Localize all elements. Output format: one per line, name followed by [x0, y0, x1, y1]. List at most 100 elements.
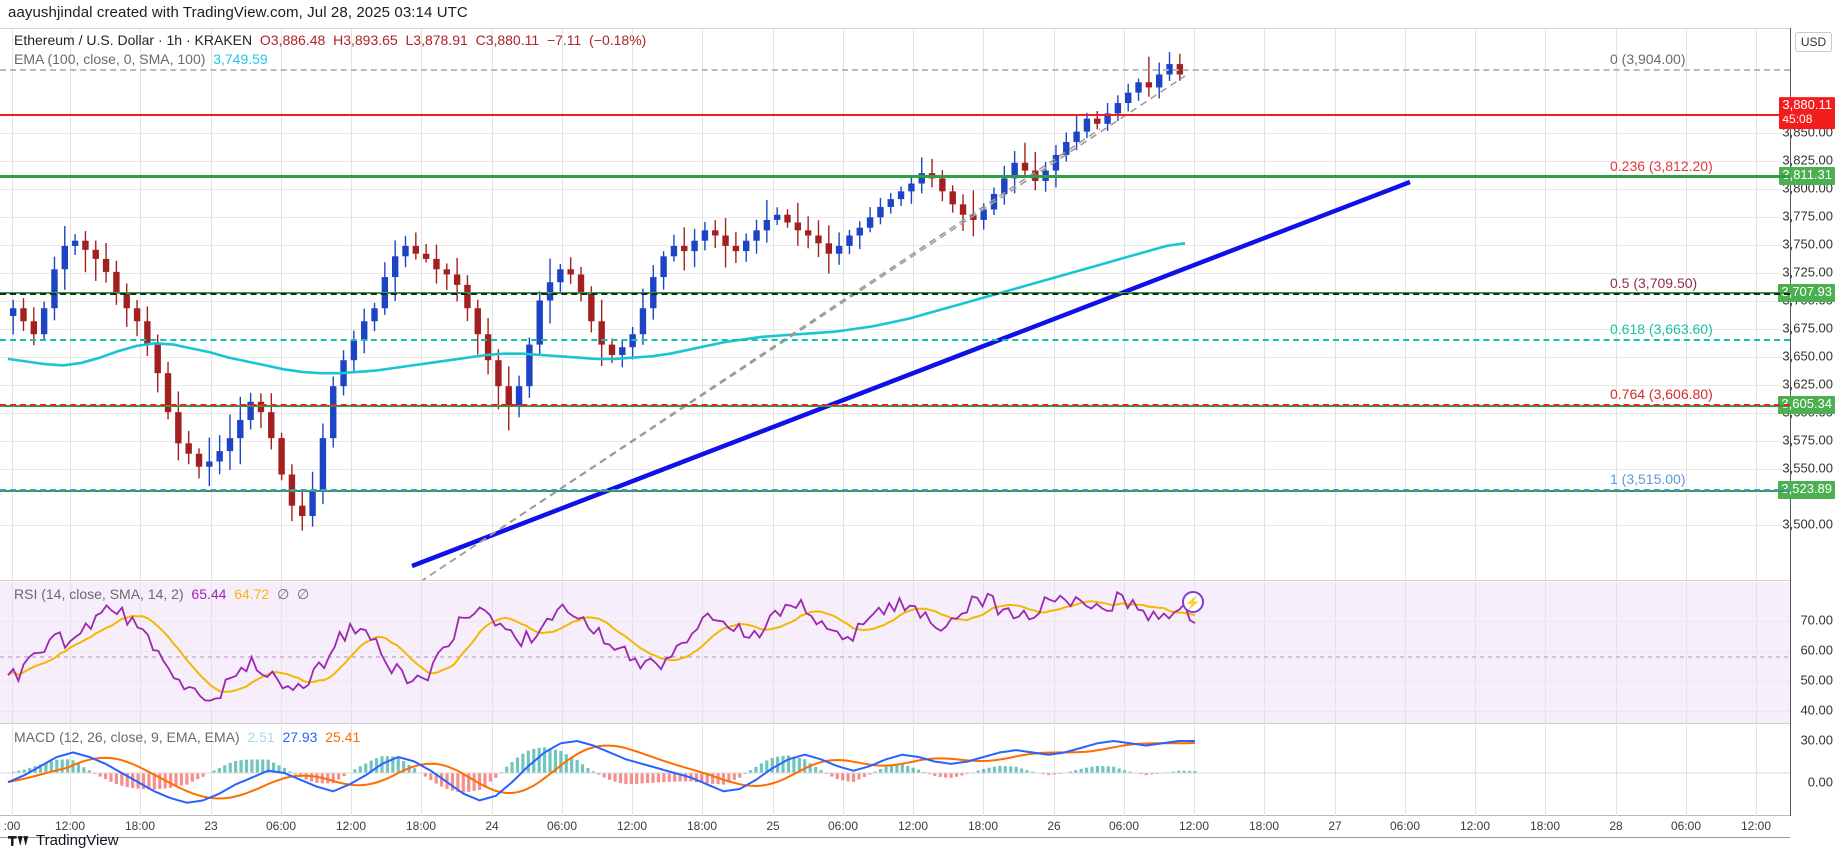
macd-line: [7, 739, 1195, 804]
price-scale-badge: 3,605.34: [1778, 396, 1835, 414]
price-scale[interactable]: USD 3,850.00 3,825.00 3,800.00 3,775.00 3,75…: [1778, 28, 1835, 816]
fib-line-0.764[interactable]: [0, 404, 1790, 406]
rsi-legend-upper-placeholder: ∅: [277, 586, 290, 602]
time-scale-tick: 18:00: [686, 819, 718, 833]
price-scale-tick: 60.00: [1800, 642, 1833, 658]
time-scale-tick: 06:00: [1670, 819, 1702, 833]
time-scale-tick: 12:00: [54, 819, 86, 833]
time-scale-tick: 23: [204, 819, 218, 833]
fib-label-0.618: 0.618 (3,663.60): [1610, 321, 1713, 337]
price-scale-tick: 50.00: [1800, 672, 1833, 688]
fib-label-0: 0 (3,904.00): [1610, 51, 1686, 67]
time-scale-tick: 27: [1328, 819, 1342, 833]
attribution-text: aayushjindal created with TradingView.co…: [8, 4, 468, 21]
rsi-pane[interactable]: RSI (14, close, SMA, 14, 2) 65.44 64.72 …: [0, 582, 1790, 724]
ema-legend-title: EMA (100, close, 0, SMA, 100): [14, 51, 206, 67]
ohlc-open-label: O: [259, 32, 271, 48]
macd-legend-hist: 2.51: [247, 729, 275, 745]
fib-line-0[interactable]: [0, 69, 1790, 71]
ema-100-line: [7, 242, 1186, 375]
currency-chip[interactable]: USD: [1795, 32, 1832, 52]
time-scale-tick: 18:00: [1529, 819, 1561, 833]
fib-line-1[interactable]: [0, 489, 1790, 491]
macd-legend-signal: 25.41: [325, 729, 361, 745]
time-scale-tick: 25: [766, 819, 780, 833]
price-scale-tick: 3,500.00: [1782, 516, 1833, 532]
ohlc-open-value: 3,886.48: [270, 32, 326, 48]
time-scale-tick: 24: [485, 819, 499, 833]
lightning-icon[interactable]: ⚡: [1182, 591, 1204, 613]
price-scale-tick: 3,675.00: [1782, 320, 1833, 336]
footer: TradingView: [8, 832, 119, 849]
ohlc-high-value: 3,893.65: [343, 32, 398, 48]
time-scale-tick: 06:00: [546, 819, 578, 833]
time-scale-tick: 06:00: [265, 819, 297, 833]
blue-ascending-trendline[interactable]: [411, 179, 1411, 569]
price-scale-badge: 3,707.93: [1778, 284, 1835, 302]
time-scale-tick: 12:00: [335, 819, 367, 833]
fib-label-0.764: 0.764 (3,606.80): [1610, 386, 1713, 402]
fib-label-0.236: 0.236 (3,812.20): [1610, 158, 1713, 174]
rsi-legend-value: 65.44: [191, 586, 227, 602]
rsi-signal-line: [7, 600, 1196, 693]
legend-sep-1: ·: [157, 32, 163, 48]
fib-line-0.5[interactable]: [0, 293, 1790, 295]
gray-dashed-channel[interactable]: [420, 75, 1186, 581]
fib-line-0.236[interactable]: [0, 176, 1790, 178]
ema-legend[interactable]: EMA (100, close, 0, SMA, 100) 3,749.59: [14, 51, 268, 67]
price-scale-tick: 3,575.00: [1782, 432, 1833, 448]
fib-line-0.618[interactable]: [0, 339, 1790, 341]
price-scale-tick: 3,775.00: [1782, 208, 1833, 224]
fib-label-0.5: 0.5 (3,709.50): [1610, 275, 1698, 291]
price-scale-tick: 3,650.00: [1782, 348, 1833, 364]
time-scale-tick: :00: [3, 819, 21, 833]
price-scale-tick: 3,725.00: [1782, 264, 1833, 280]
time-scale-tick: 06:00: [1389, 819, 1421, 833]
rsi-line: [7, 590, 1196, 702]
support-3605[interactable]: [0, 405, 1790, 407]
price-scale-tick: 3,625.00: [1782, 376, 1833, 392]
time-scale-tick: 06:00: [827, 819, 859, 833]
price-scale-tick: 40.00: [1800, 702, 1833, 718]
price-scale-badge: 3,523.89: [1778, 481, 1835, 499]
time-scale-tick: 12:00: [1178, 819, 1210, 833]
ohlc-high-label: H: [333, 32, 344, 48]
price-scale-tick: 70.00: [1800, 612, 1833, 628]
time-scale-tick: 18:00: [1248, 819, 1280, 833]
time-scale-tick: 12:00: [1459, 819, 1491, 833]
price-scale-tick: 3,550.00: [1782, 460, 1833, 476]
legend-interval[interactable]: 1h: [166, 32, 183, 48]
lightning-glyph: ⚡: [1184, 594, 1202, 610]
ema-legend-value: 3,749.59: [213, 51, 268, 67]
current-price-line: [0, 114, 1790, 116]
rsi-legend[interactable]: RSI (14, close, SMA, 14, 2) 65.44 64.72 …: [14, 586, 309, 603]
time-scale-tick: 18:00: [124, 819, 156, 833]
time-scale-tick: 12:00: [616, 819, 648, 833]
macd-legend-title: MACD (12, 26, close, 9, EMA, EMA): [14, 729, 240, 745]
macd-series-overlay: [0, 739, 1790, 804]
macd-pane[interactable]: MACD (12, 26, close, 9, EMA, EMA) 2.51 2…: [0, 725, 1790, 821]
ohlc-low-label: L: [405, 32, 414, 48]
symbol-legend[interactable]: Ethereum / U.S. Dollar · 1h · KRAKEN O3,…: [14, 32, 646, 48]
macd-signal-line: [7, 741, 1196, 800]
time-scale[interactable]: :00 12:00 18:00 23 06:00 12:00 18:00 24 06:00 12:…: [0, 816, 1790, 838]
price-scale-badge: 3,811.31: [1779, 167, 1835, 185]
legend-symbol: Ethereum / U.S. Dollar: [14, 32, 155, 48]
price-scale-tick: 3,825.00: [1782, 152, 1833, 168]
rsi-legend-signal: 64.72: [234, 586, 270, 602]
time-scale-tick: 12:00: [897, 819, 929, 833]
rsi-series-overlay: [0, 590, 1790, 702]
price-pane[interactable]: 0 (3,904.00) 0.236 (3,812.20) 0.5 (3,709.5…: [0, 29, 1790, 581]
macd-legend[interactable]: MACD (12, 26, close, 9, EMA, EMA) 2.51 2…: [14, 729, 360, 745]
rsi-legend-lower-placeholder: ∅: [297, 586, 310, 602]
gray-dashed-channel-lower[interactable]: [420, 128, 1101, 581]
time-scale-tick: 06:00: [1108, 819, 1140, 833]
ohlc-change: −7.11: [546, 32, 582, 48]
price-scale-tick: 3,750.00: [1782, 236, 1833, 252]
support-3524[interactable]: [0, 490, 1790, 492]
ohlc-close-label: C: [475, 32, 486, 48]
ohlc-change-percent: (−0.18%): [589, 32, 647, 48]
time-scale-tick: 26: [1047, 819, 1061, 833]
ohlc-low-value: 3,878.91: [413, 32, 468, 48]
ohlc-close-value: 3,880.11: [485, 32, 540, 48]
